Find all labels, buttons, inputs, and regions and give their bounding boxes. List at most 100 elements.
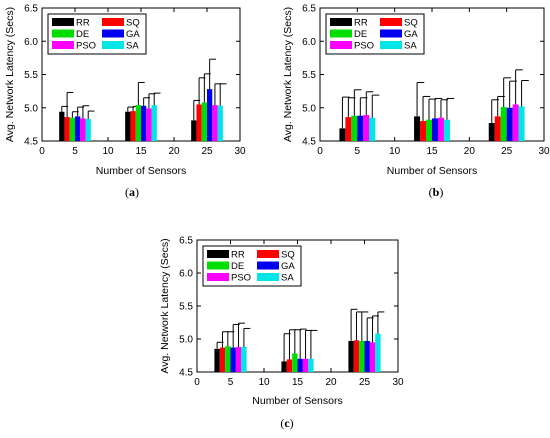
bar-sq <box>196 104 202 141</box>
bar-de <box>359 340 365 372</box>
caption-b: (b) <box>429 185 444 199</box>
bar-rr <box>191 120 197 141</box>
legend-swatch-sq <box>380 18 402 26</box>
legend-label-sq: SQ <box>404 18 418 29</box>
legend-swatch-de <box>330 29 352 38</box>
legend-swatch-ga <box>102 29 124 38</box>
bar-sa <box>369 117 376 141</box>
bar-rr <box>125 111 131 141</box>
legend-swatch-de <box>207 261 229 270</box>
x-tick-label: 5 <box>228 377 234 388</box>
bar-sa <box>308 358 314 372</box>
legend: RR SQ DE GA PSO SA <box>202 245 302 287</box>
bar-sa <box>85 119 91 141</box>
x-tick-label: 10 <box>102 146 114 157</box>
bar-sa <box>518 106 525 141</box>
bar-ga <box>364 340 370 372</box>
x-tick-label: 25 <box>501 146 513 157</box>
bar-de <box>69 117 75 141</box>
y-tick-label: 5.0 <box>302 103 316 114</box>
bar-ga <box>506 107 513 141</box>
y-tick-label: 5.5 <box>179 302 193 313</box>
y-tick-label: 6.5 <box>179 236 193 247</box>
bar-de <box>351 115 358 141</box>
x-tick-label: 0 <box>194 377 200 388</box>
bar-pso <box>369 342 376 372</box>
y-tick-label: 5.0 <box>24 103 38 114</box>
bar-sq <box>64 117 70 141</box>
bar-de <box>225 346 231 372</box>
y-tick-label: 5.0 <box>179 335 193 346</box>
bar-sa <box>443 119 450 141</box>
legend-label-sq: SQ <box>126 18 140 29</box>
bar-pso <box>212 105 218 141</box>
x-tick-label: 25 <box>359 377 371 388</box>
legend-label-sq: SQ <box>281 250 295 261</box>
x-axis-label: Number of Sensors <box>252 395 342 407</box>
bar-de <box>201 102 207 141</box>
bar-de <box>292 353 298 372</box>
bar-rr <box>59 111 65 141</box>
bar-rr <box>339 128 346 141</box>
x-tick-label: 0 <box>317 146 323 157</box>
legend-label-sa: SA <box>281 273 294 284</box>
bar-rr <box>281 361 287 372</box>
legend-swatch-rr <box>330 18 352 26</box>
legend-swatch-ga <box>257 261 279 270</box>
caption-c: (c) <box>280 416 293 430</box>
legend-swatch-sa <box>380 41 402 49</box>
legend-label-sa: SA <box>126 41 139 52</box>
bar-ga <box>357 115 364 141</box>
y-tick-label: 5.5 <box>302 70 316 81</box>
y-tick-label: 4.5 <box>302 137 316 148</box>
x-tick-label: 5 <box>72 146 78 157</box>
bar-sa <box>151 105 157 141</box>
bar-sq <box>286 359 293 372</box>
x-tick-label: 30 <box>234 146 246 157</box>
x-tick-label: 15 <box>135 146 147 157</box>
bar-rr <box>348 340 354 372</box>
x-tick-label: 15 <box>426 146 438 157</box>
bar-sq <box>130 111 136 141</box>
legend-swatch-pso <box>330 41 352 49</box>
bar-sq <box>494 116 501 141</box>
x-tick-label: 30 <box>392 377 404 388</box>
bar-sa <box>217 105 223 141</box>
y-tick-label: 6.5 <box>302 4 316 15</box>
x-tick-label: 20 <box>325 377 337 388</box>
chart-b: 0 5 10 15 20 25 30 4.5 5.0 5.5 6.0 6.5 Number of Sen… <box>282 4 550 200</box>
x-axis-label: Number of Sensors <box>96 165 186 177</box>
x-tick-label: 30 <box>538 146 550 157</box>
bar-pso <box>363 115 370 141</box>
legend-swatch-pso <box>207 273 229 281</box>
bar-ga <box>141 105 147 141</box>
legend-swatch-pso <box>52 41 74 49</box>
legend-label-sa: SA <box>404 41 417 52</box>
y-axis-label: Avg. Network Latency (Secs) <box>4 7 16 142</box>
legend-label-pso: PSO <box>231 273 251 284</box>
y-tick-label: 4.5 <box>24 137 38 148</box>
legend-swatch-sa <box>257 273 279 281</box>
bar-sq <box>219 347 226 372</box>
y-tick-label: 6.0 <box>302 37 316 48</box>
bar-rr <box>488 123 495 141</box>
legend-swatch-de <box>52 29 74 38</box>
bar-ga <box>230 347 236 372</box>
bar-ga <box>432 118 438 141</box>
legend-label-rr: RR <box>76 18 90 29</box>
bar-ga <box>207 89 213 141</box>
bar-sq <box>353 340 360 372</box>
bar-sq <box>345 117 352 141</box>
legend-label-de: DE <box>76 29 89 40</box>
bar-pso <box>146 108 152 141</box>
x-tick-label: 5 <box>355 146 361 157</box>
x-tick-label: 10 <box>389 146 401 157</box>
x-tick-label: 20 <box>168 146 180 157</box>
x-tick-label: 10 <box>258 377 270 388</box>
chart-a: 0 5 10 15 20 25 30 4.5 5.0 5.5 6.0 6.5 Number of Sen… <box>4 4 246 200</box>
legend-label-rr: RR <box>231 250 245 261</box>
bar-pso <box>437 117 444 141</box>
y-tick-label: 6.0 <box>179 269 193 280</box>
legend-label-pso: PSO <box>354 41 374 52</box>
